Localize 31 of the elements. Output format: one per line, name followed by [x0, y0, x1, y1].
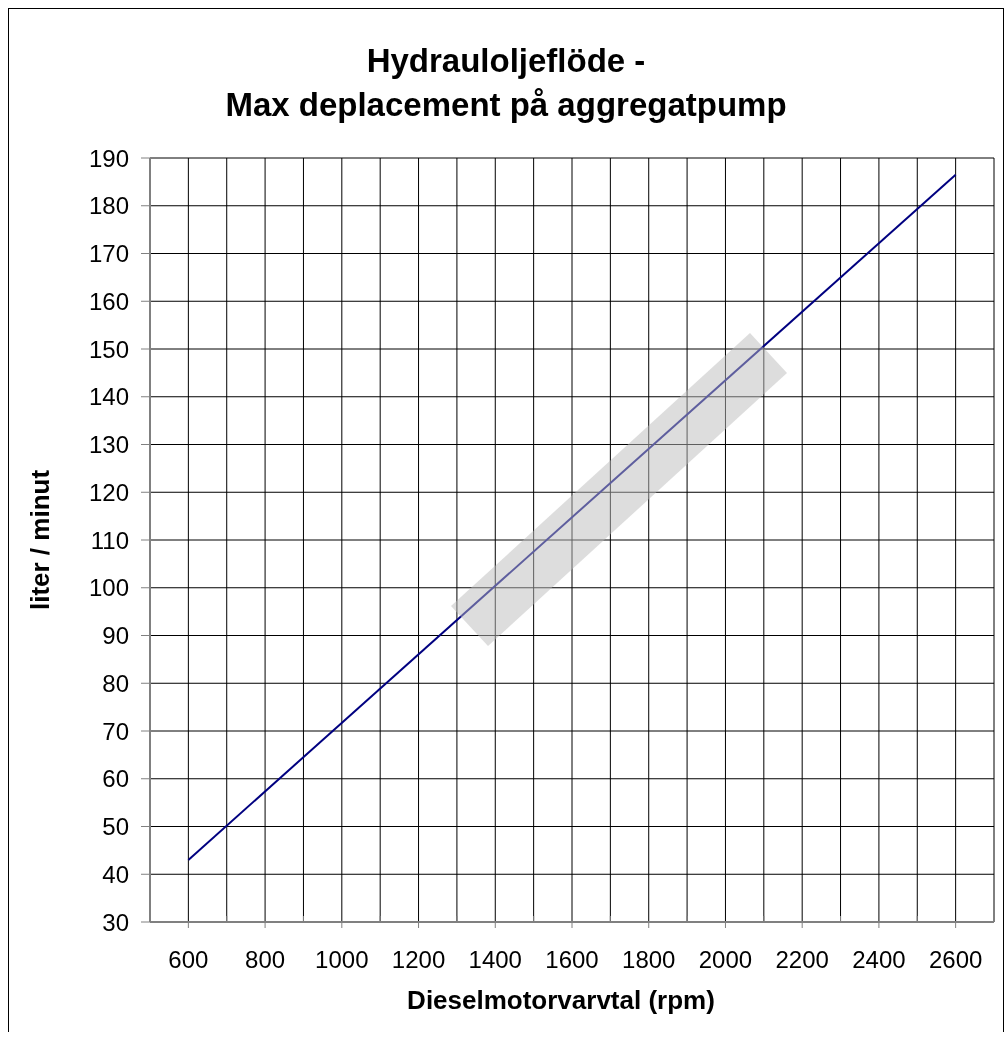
x-tick-label: 800 [245, 946, 286, 973]
x-tick-label: 2000 [698, 946, 753, 973]
x-tick-label: 2600 [928, 946, 983, 973]
chart-title: Hydrauloljeflöde - Max deplacement på aggregatpump [224, 41, 788, 125]
x-tick-label: 1200 [391, 946, 446, 973]
y-tick-label: 180 [88, 192, 129, 220]
y-tick-label: 80 [102, 669, 129, 697]
x-tick-label: 1400 [468, 946, 522, 973]
y-tick-label: 170 [88, 240, 129, 268]
y-tick-label: 60 [102, 765, 129, 793]
y-tick-label: 110 [90, 526, 129, 554]
y-tick-label: 190 [88, 144, 129, 172]
y-tick-label: 70 [102, 717, 129, 745]
x-tick-label: 1000 [315, 946, 369, 973]
x-tick-label: 1800 [622, 946, 676, 973]
y-axis-title: liter / minut [25, 468, 55, 613]
y-tick-label: 130 [88, 431, 129, 459]
y-tick-label: 90 [102, 622, 129, 650]
y-tick-label: 30 [102, 908, 129, 936]
x-tick-label: 1600 [545, 946, 599, 973]
x-tick-label: 2400 [852, 946, 906, 973]
y-tick-label: 150 [88, 335, 129, 363]
x-tick-label: 600 [168, 946, 209, 973]
y-tick-label: 50 [102, 813, 129, 841]
y-tick-label: 40 [102, 860, 129, 888]
y-tick-label: 140 [88, 383, 129, 411]
y-tick-label: 160 [88, 287, 129, 315]
y-tick-label: 100 [88, 574, 129, 602]
x-tick-label: 2200 [775, 946, 829, 973]
x-axis-title: Dieselmotorvarvtal (rpm) [406, 985, 716, 1015]
y-tick-label: 120 [88, 478, 129, 506]
